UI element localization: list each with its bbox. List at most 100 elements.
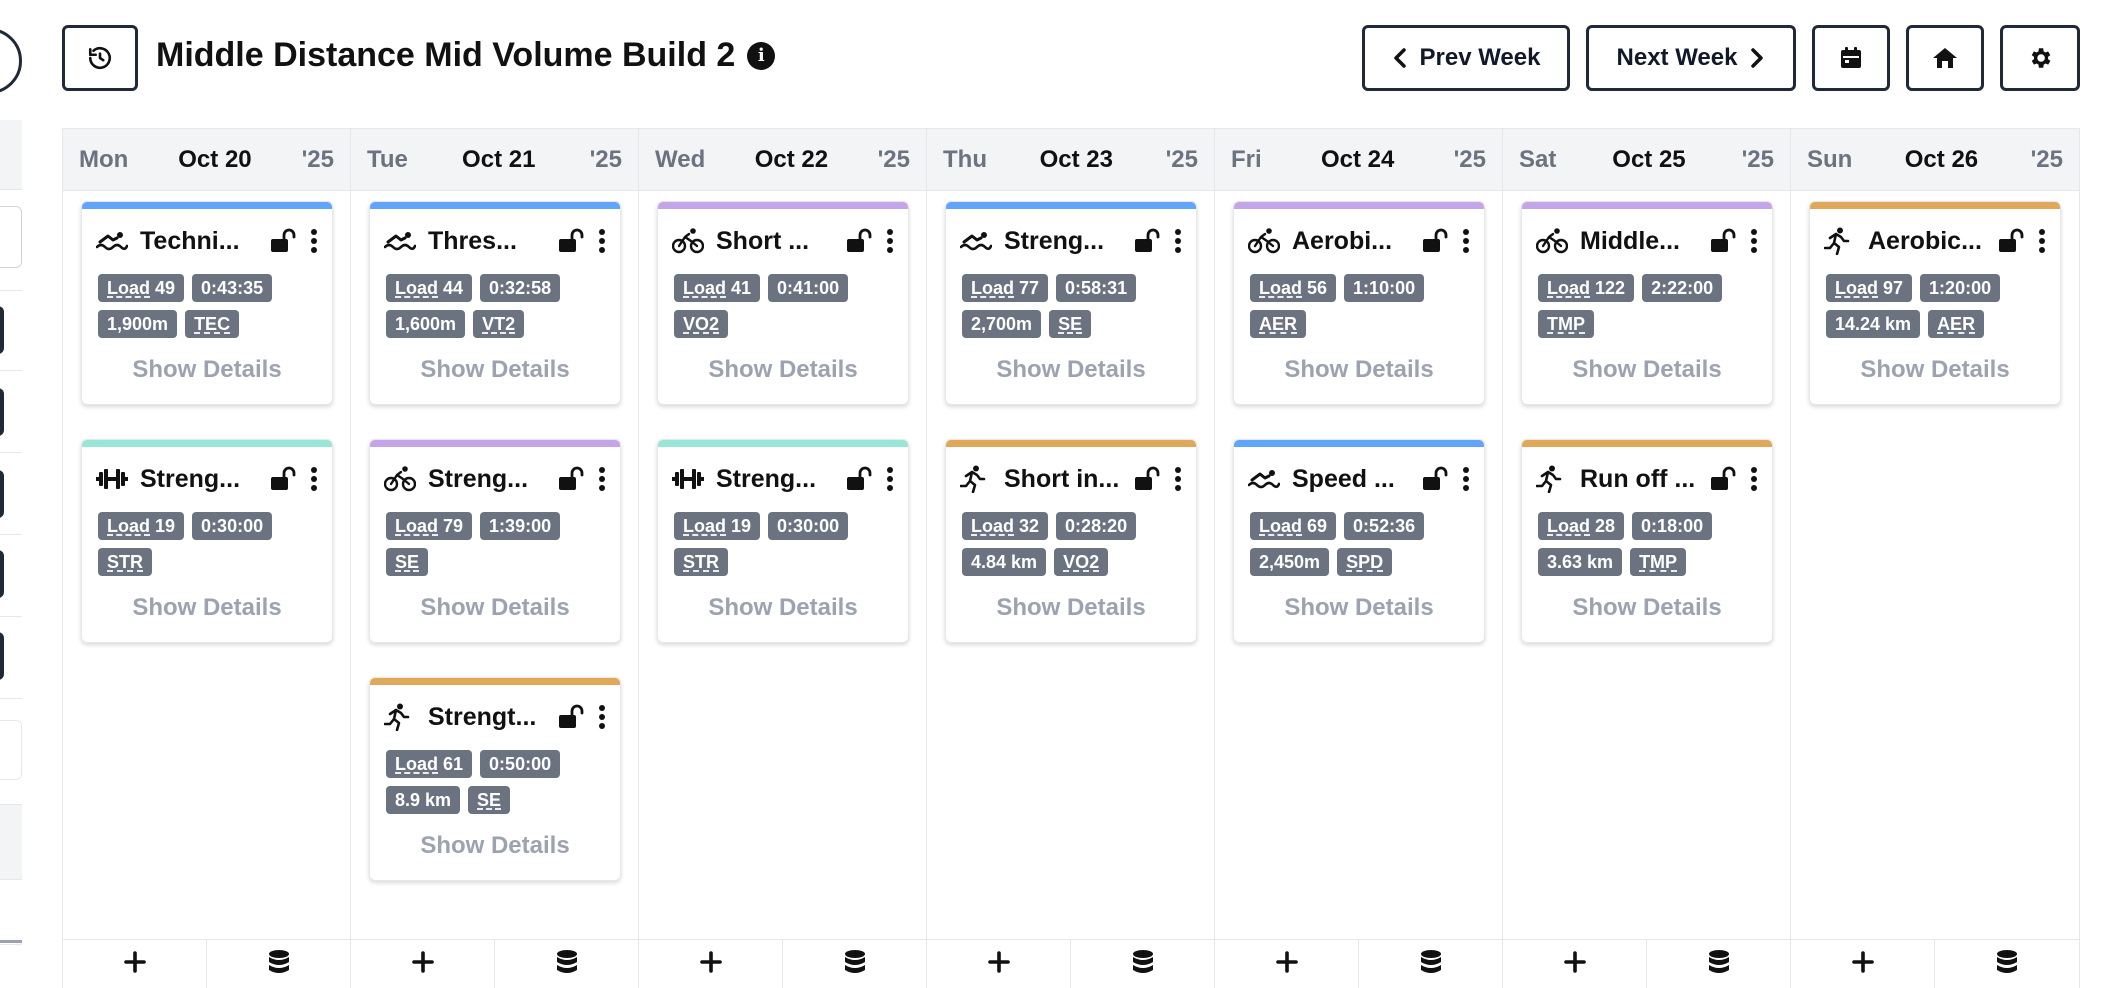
unlock-icon[interactable] <box>1710 226 1740 256</box>
more-menu-icon[interactable] <box>882 226 898 256</box>
more-menu-icon[interactable] <box>2034 226 2050 256</box>
more-menu-icon[interactable] <box>1170 464 1186 494</box>
show-details-button[interactable]: Show Details <box>132 594 282 621</box>
show-details-button[interactable]: Show Details <box>132 356 282 383</box>
workout-card[interactable]: Streng... Load 19 0:30:00 STR Show Details <box>81 439 333 643</box>
unlock-icon[interactable] <box>1710 464 1740 494</box>
more-menu-icon[interactable] <box>1746 464 1762 494</box>
show-details-button[interactable]: Show Details <box>1572 356 1722 383</box>
unlock-icon[interactable] <box>1998 226 2028 256</box>
more-menu-icon[interactable] <box>594 464 610 494</box>
load-label: Load <box>1835 278 1878 298</box>
workout-library-button[interactable] <box>1071 939 1215 988</box>
zone-value: SPD <box>1346 552 1384 572</box>
add-workout-button[interactable] <box>63 939 207 988</box>
profile-avatar-button[interactable] <box>0 28 22 94</box>
home-button[interactable] <box>1906 25 1984 91</box>
calendar-button[interactable] <box>1812 25 1890 91</box>
workout-library-button[interactable] <box>783 939 927 988</box>
sidebar-input[interactable] <box>0 206 22 268</box>
add-workout-button[interactable] <box>351 939 495 988</box>
workout-card[interactable]: Strengt... Load 61 0:50:00 8.9 km SE Show Det… <box>369 677 621 881</box>
unlock-icon[interactable] <box>846 464 876 494</box>
workout-card[interactable]: Run off ... Load 28 0:18:00 3.63 km TMP Show … <box>1521 439 1773 643</box>
sidebar-button[interactable] <box>0 632 4 680</box>
weekday-label: Mon <box>79 145 129 173</box>
unlock-icon[interactable] <box>1422 464 1452 494</box>
unlock-icon[interactable] <box>846 226 876 256</box>
load-chip: Load 32 <box>962 512 1049 540</box>
sidebar-button[interactable] <box>0 388 4 436</box>
unlock-icon[interactable] <box>558 702 588 732</box>
next-week-button[interactable]: Next Week <box>1586 25 1796 91</box>
unlock-icon[interactable] <box>1422 226 1452 256</box>
workout-card[interactable]: Short in... Load 32 0:28:20 4.84 km VO2 Show … <box>945 439 1197 643</box>
show-details-button[interactable]: Show Details <box>996 356 1146 383</box>
show-details-button[interactable]: Show Details <box>996 594 1146 621</box>
show-details-button[interactable]: Show Details <box>708 594 858 621</box>
more-menu-icon[interactable] <box>594 226 610 256</box>
more-menu-icon[interactable] <box>1746 226 1762 256</box>
prev-week-button[interactable]: Prev Week <box>1362 25 1570 91</box>
workout-card[interactable]: Streng... Load 19 0:30:00 STR Show Details <box>657 439 909 643</box>
date-label: Oct 21 <box>462 145 536 173</box>
day-header: Wed Oct 22 '25 <box>639 129 926 191</box>
more-menu-icon[interactable] <box>882 464 898 494</box>
show-details-button[interactable]: Show Details <box>420 356 570 383</box>
info-icon[interactable]: i <box>747 41 776 70</box>
workout-card[interactable]: Streng... Load 77 0:58:31 2,700m SE Show Deta… <box>945 201 1197 405</box>
show-details-button[interactable]: Show Details <box>1572 594 1722 621</box>
history-button[interactable] <box>62 25 138 91</box>
show-details-button[interactable]: Show Details <box>420 832 570 859</box>
workout-library-button[interactable] <box>1359 939 1503 988</box>
sidebar-button[interactable] <box>0 470 4 518</box>
workout-library-button[interactable] <box>1647 939 1791 988</box>
more-menu-icon[interactable] <box>306 226 322 256</box>
workout-card[interactable]: Techni... Load 49 0:43:35 1,900m TEC Show Det… <box>81 201 333 405</box>
database-icon <box>1708 949 1730 980</box>
zone-chip: TEC <box>185 310 240 338</box>
sidebar-item[interactable] <box>0 720 22 780</box>
more-menu-icon[interactable] <box>1170 226 1186 256</box>
workout-card[interactable]: Aerobi... Load 56 1:10:00 AER Show Details <box>1233 201 1485 405</box>
more-menu-icon[interactable] <box>1458 464 1474 494</box>
sidebar-button[interactable] <box>0 550 4 598</box>
show-details-button[interactable]: Show Details <box>1284 594 1434 621</box>
more-menu-icon[interactable] <box>306 464 322 494</box>
show-details-button[interactable]: Show Details <box>420 594 570 621</box>
add-workout-button[interactable] <box>927 939 1071 988</box>
unlock-icon[interactable] <box>270 226 300 256</box>
show-details-button[interactable]: Show Details <box>1860 356 2010 383</box>
workout-library-button[interactable] <box>207 939 351 988</box>
workout-card[interactable]: Streng... Load 79 1:39:00 SE Show Details <box>369 439 621 643</box>
show-details-button[interactable]: Show Details <box>1284 356 1434 383</box>
unlock-icon[interactable] <box>270 464 300 494</box>
unlock-icon[interactable] <box>1134 464 1164 494</box>
unlock-icon[interactable] <box>1134 226 1164 256</box>
workout-card[interactable]: Thres... Load 44 0:32:58 1,600m VT2 Show Deta… <box>369 201 621 405</box>
load-label: Load <box>395 516 438 536</box>
show-details-button[interactable]: Show Details <box>708 356 858 383</box>
unlock-icon[interactable] <box>558 464 588 494</box>
workout-card[interactable]: Speed ... Load 69 0:52:36 2,450m SPD Show Det… <box>1233 439 1485 643</box>
workout-library-button[interactable] <box>1935 939 2079 988</box>
sidebar-button[interactable] <box>0 306 4 354</box>
add-workout-button[interactable] <box>1503 939 1647 988</box>
more-menu-icon[interactable] <box>1458 226 1474 256</box>
workout-title: Middle... <box>1580 226 1680 255</box>
workout-card[interactable]: Short ... Load 41 0:41:00 VO2 Show Details <box>657 201 909 405</box>
settings-button[interactable] <box>2000 25 2080 91</box>
bike-icon <box>672 227 706 255</box>
workout-card[interactable]: Aerobic... Load 97 1:20:00 14.24 km AER Show … <box>1809 201 2061 405</box>
add-workout-button[interactable] <box>639 939 783 988</box>
workout-card[interactable]: Middle... Load 122 2:22:00 TMP Show Details <box>1521 201 1773 405</box>
workout-library-button[interactable] <box>495 939 639 988</box>
swim-icon <box>96 227 130 255</box>
unlock-icon[interactable] <box>558 226 588 256</box>
add-workout-button[interactable] <box>1791 939 1935 988</box>
more-menu-icon[interactable] <box>594 702 610 732</box>
workout-title: Streng... <box>140 464 241 493</box>
add-workout-button[interactable] <box>1215 939 1359 988</box>
page-title: Middle Distance Mid Volume Build 2 i <box>156 36 776 75</box>
load-value: 77 <box>1019 278 1040 298</box>
